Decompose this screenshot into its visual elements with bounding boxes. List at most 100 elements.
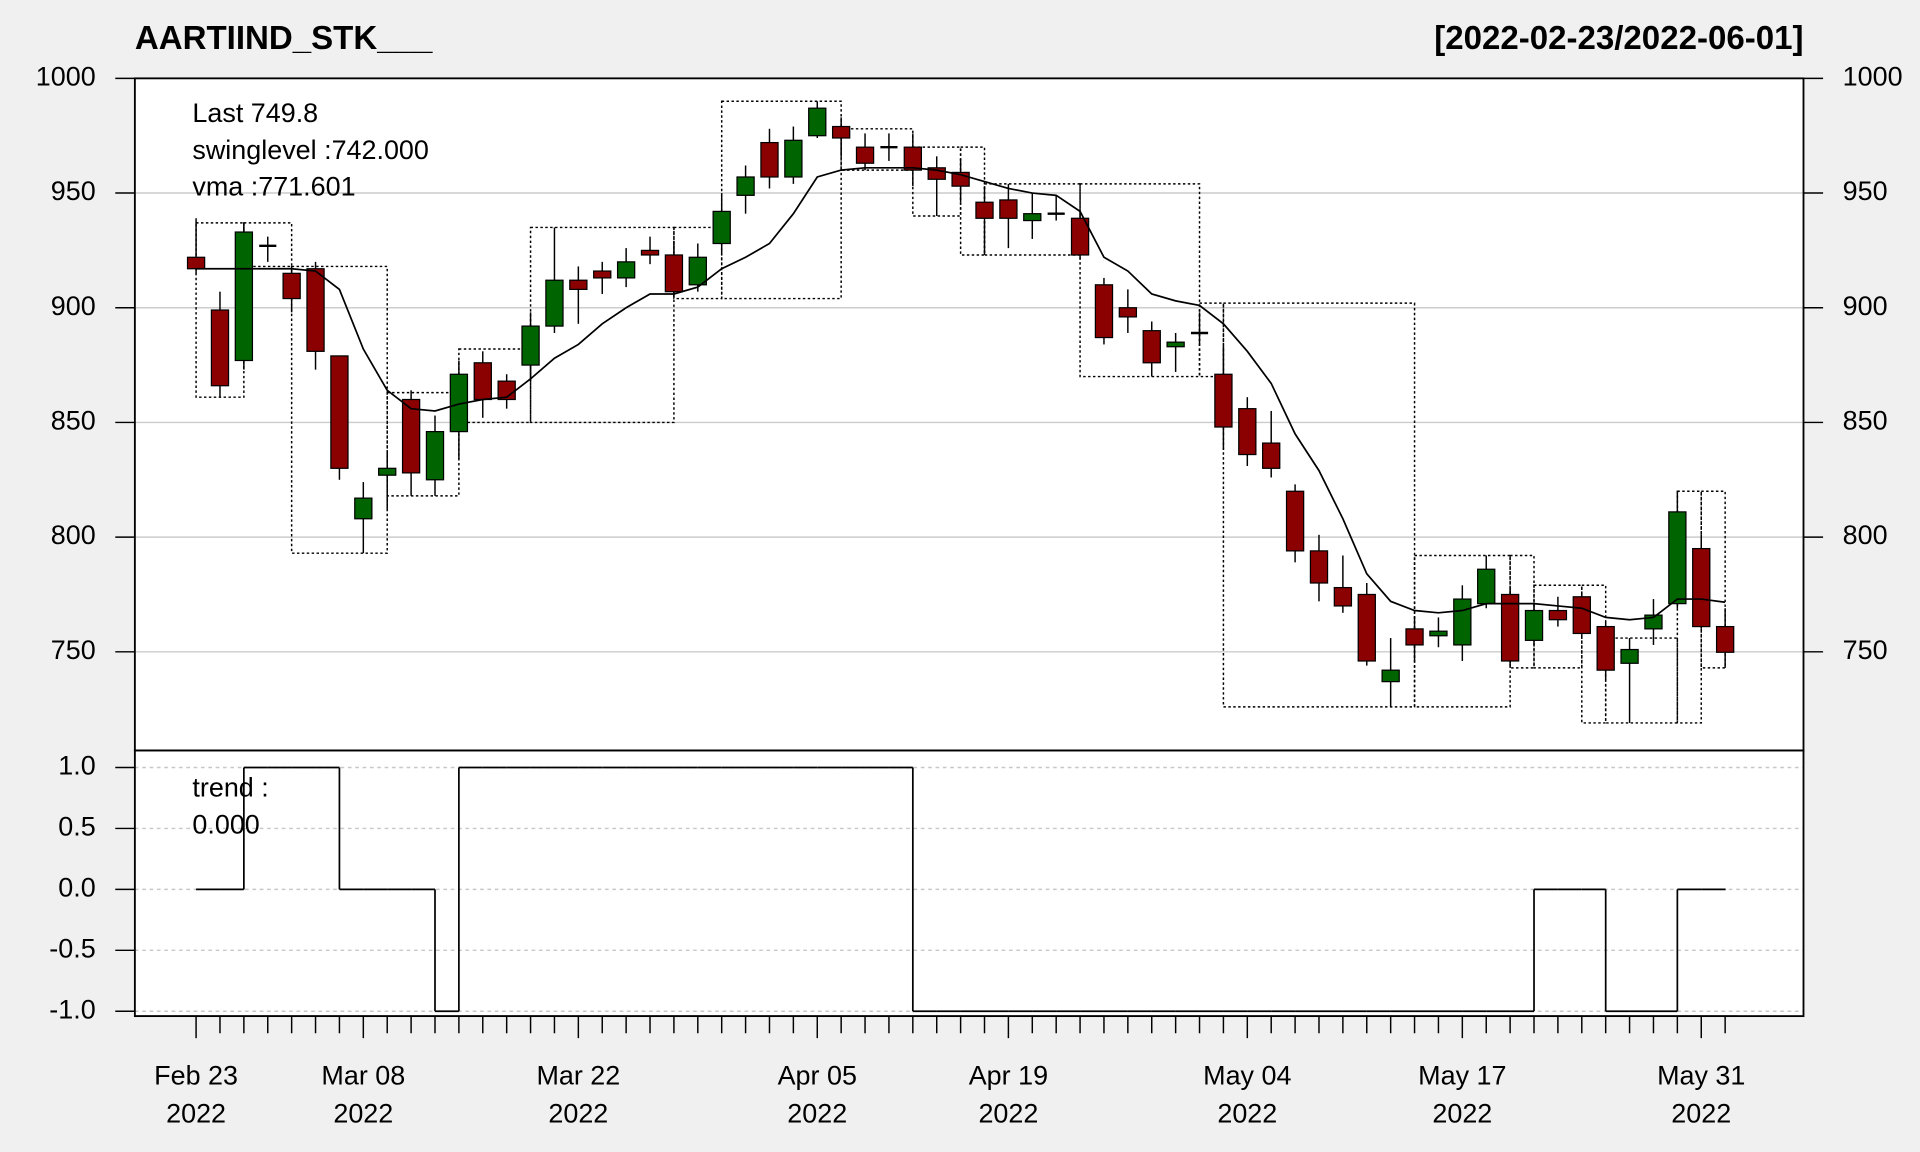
candle-body [975, 201, 994, 219]
x-tick-label: 2022 [978, 1098, 1038, 1128]
candle-body [210, 309, 230, 387]
x-tick-label: 2022 [548, 1098, 608, 1128]
trend-panel [134, 750, 1804, 1017]
swing-box [1079, 183, 1201, 378]
candle-body [640, 249, 660, 256]
swing-box [1581, 584, 1607, 724]
candle-body [1596, 625, 1615, 671]
candle-body [354, 497, 373, 520]
candle-body [186, 256, 206, 270]
x-tick-label: May 04 [1203, 1060, 1291, 1090]
y-tick-label: 750 [51, 635, 96, 665]
candle-body [1429, 630, 1448, 637]
swing-box [1604, 637, 1679, 724]
y2-tick-label: 950 [1843, 176, 1888, 206]
y-tick-label: -1.0 [49, 994, 95, 1024]
legend-text: trend : [192, 773, 268, 803]
y-tick-label: -0.5 [49, 933, 95, 963]
y-tick-label: 1.0 [58, 751, 95, 781]
y2-tick-label: 850 [1843, 406, 1888, 436]
candle-body [927, 167, 946, 180]
candle-body [593, 270, 612, 279]
candle-body [1118, 307, 1138, 318]
x-tick-label: Mar 22 [536, 1060, 620, 1090]
legend-text: vma :771.601 [192, 172, 355, 202]
candle-body [1500, 593, 1520, 662]
candle-body [1262, 442, 1281, 469]
candle-body [1715, 625, 1735, 653]
candle-body [616, 261, 636, 279]
candle-body [545, 279, 564, 327]
y2-tick-label: 800 [1843, 520, 1888, 550]
candle-body [1572, 596, 1591, 635]
x-tick-label: 2022 [1432, 1098, 1492, 1128]
candle-body [1477, 568, 1496, 605]
candle-body [999, 199, 1018, 219]
candle-body [664, 254, 684, 293]
legend-text: 0.000 [192, 809, 259, 839]
candle-body [736, 176, 755, 196]
y-tick-label: 0.0 [58, 872, 95, 902]
x-tick-label: Apr 19 [969, 1060, 1048, 1090]
y2-tick-label: 1000 [1843, 61, 1903, 91]
candle-body [1094, 284, 1114, 339]
swing-box [1222, 302, 1416, 708]
candle-body [760, 141, 779, 178]
candle-body [1070, 217, 1090, 256]
candle-body [1023, 213, 1042, 222]
swing-box [840, 128, 914, 171]
candle-body [1453, 598, 1472, 646]
candle-body [1214, 373, 1233, 428]
x-tick-label: 2022 [333, 1098, 393, 1128]
candle-body [473, 362, 492, 401]
candle-body [808, 107, 827, 137]
chart-title: AARTIIND_STK___ [135, 20, 433, 57]
candle-body [306, 268, 325, 352]
swing-box [1676, 490, 1702, 724]
vma-line [196, 166, 1726, 621]
candle-body [831, 125, 851, 139]
candle-body [1333, 586, 1353, 607]
swing-box [458, 348, 532, 424]
candle-body [1524, 609, 1544, 641]
swing-box [1700, 490, 1726, 669]
y-tick-label: 900 [51, 291, 96, 321]
y-tick-label: 0.5 [58, 812, 95, 842]
swing-box [243, 222, 293, 268]
candle-body [1309, 550, 1329, 584]
candle-body [784, 139, 803, 178]
x-tick-label: Feb 23 [154, 1060, 238, 1090]
x-tick-label: 2022 [166, 1098, 226, 1128]
y2-tick-label: 900 [1843, 291, 1888, 321]
candle-body [712, 210, 731, 245]
candle-body [1548, 609, 1568, 621]
date-range: [2022-02-23/2022-06-01] [1434, 20, 1803, 57]
x-tick-label: May 17 [1418, 1060, 1506, 1090]
x-tick-label: 2022 [787, 1098, 847, 1128]
swing-box [959, 146, 986, 256]
candle-body [401, 398, 421, 474]
x-tick-label: Apr 05 [778, 1060, 857, 1090]
candle-body [1692, 547, 1711, 628]
candle-body [521, 325, 540, 366]
y2-tick-label: 750 [1843, 635, 1888, 665]
candle-body [1357, 593, 1376, 662]
candle-body [855, 146, 875, 164]
candle-body [1620, 648, 1639, 664]
candle-body [569, 279, 588, 290]
y-tick-label: 850 [51, 406, 96, 436]
legend-text: Last 749.8 [192, 98, 318, 128]
x-tick-label: 2022 [1217, 1098, 1277, 1128]
candle-body [1381, 669, 1400, 683]
candle-body [330, 355, 349, 469]
candle-body [1285, 490, 1305, 552]
candle-body [425, 430, 445, 481]
candle-body [1166, 341, 1185, 348]
candle-body [282, 272, 301, 300]
y-tick-label: 1000 [36, 61, 96, 91]
candle-body [234, 231, 254, 362]
x-tick-label: 2022 [1671, 1098, 1731, 1128]
y-tick-label: 950 [51, 176, 96, 206]
